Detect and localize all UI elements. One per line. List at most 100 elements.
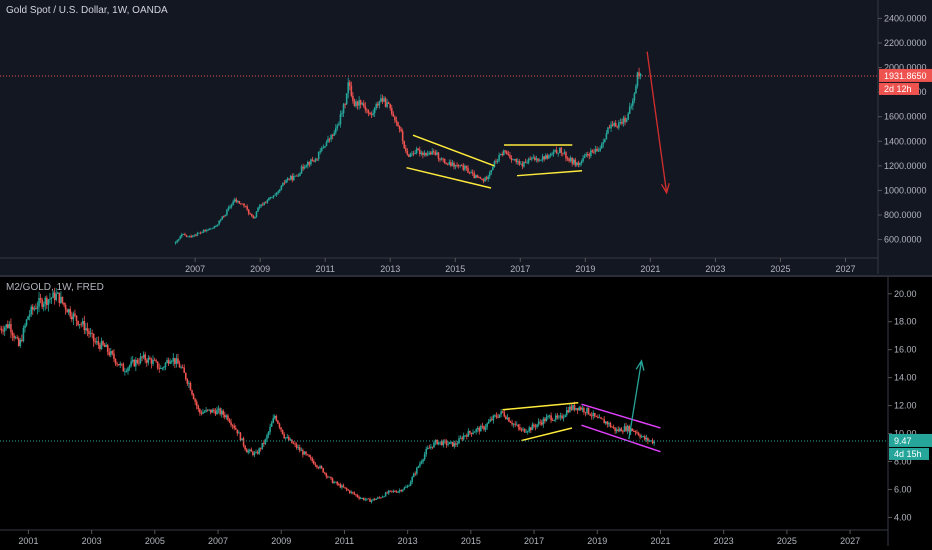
candle-body [506, 151, 508, 155]
candle-body [33, 308, 36, 310]
candle-body [160, 367, 162, 369]
candle-body [520, 163, 522, 165]
candle-body [238, 432, 240, 434]
candle-body [643, 436, 646, 440]
candle-body [563, 152, 566, 154]
candle-body [91, 333, 93, 334]
candle-body [474, 175, 477, 179]
candle-body [185, 235, 188, 237]
candle-body [478, 427, 481, 432]
candle-body [196, 233, 199, 236]
candle-body [306, 454, 309, 455]
candle-body [560, 147, 563, 153]
panel-divider[interactable] [0, 275, 932, 277]
candle-body [320, 466, 323, 469]
candle-body [147, 357, 150, 363]
candle-body [484, 177, 486, 182]
candle-body [532, 157, 535, 159]
candle-body [559, 415, 562, 417]
candle-body [102, 341, 104, 345]
candle-body [238, 201, 241, 204]
candle-body [69, 309, 72, 317]
gold-chart-panel[interactable]: 600.0000 800.0000 1000.0000 1200.0000 1400.0… [0, 0, 932, 275]
candle-body [201, 232, 203, 234]
candle-body [283, 182, 286, 184]
candle-body [586, 154, 589, 155]
trendline-upper [412, 134, 495, 167]
candle-body [261, 204, 264, 206]
x-tick-label: 2007 [208, 536, 228, 546]
candle-body [328, 138, 331, 140]
candle-body [408, 485, 410, 487]
candle-body [174, 242, 177, 244]
trendline-upper [502, 402, 579, 411]
candle-body [61, 296, 64, 303]
candle-body [233, 425, 235, 429]
y-tick-label: 1400.0000 [884, 136, 927, 146]
candle-body [203, 411, 206, 413]
candle-body [417, 466, 420, 468]
candle-body [457, 165, 460, 167]
candle-body [417, 148, 420, 150]
candle-body [512, 159, 514, 161]
candle-body [594, 149, 597, 153]
candle-body [241, 203, 244, 205]
candle-body [392, 113, 395, 117]
candle-body [281, 429, 284, 435]
candle-body [526, 431, 529, 432]
candle-body [595, 416, 598, 417]
candle-body [617, 429, 620, 431]
candle-body [184, 372, 187, 380]
candle-body [120, 363, 123, 365]
candle-body [619, 428, 621, 431]
up-arrow-shaft [628, 360, 643, 440]
candle-body [467, 430, 470, 437]
candle-body [637, 432, 640, 436]
candle-body [328, 476, 331, 478]
candle-body [462, 435, 465, 440]
candle-body [524, 161, 527, 163]
candle-body [392, 490, 395, 492]
y-tick-label: 800.0000 [884, 210, 922, 220]
candle-body [515, 424, 518, 426]
candle-body [253, 452, 256, 455]
x-tick-label: 2013 [398, 536, 418, 546]
candle-body [255, 452, 257, 453]
candle-body [232, 201, 234, 206]
candle-body [534, 157, 536, 160]
candle-body [551, 420, 554, 421]
candle-body [95, 341, 98, 343]
candle-body [223, 216, 225, 218]
candle-body [400, 129, 402, 132]
m2-gold-chart-svg[interactable]: 4.00 6.00 8.00 10.00 12.00 14.00 16.00 18.00 20.… [0, 277, 932, 550]
candle-body [114, 359, 117, 364]
candle-body [549, 154, 552, 156]
candle-body [551, 154, 553, 155]
candle-body [511, 422, 513, 425]
candle-body [30, 306, 33, 315]
candle-body [628, 106, 631, 114]
candle-body [47, 299, 50, 306]
candle-body [411, 153, 413, 155]
candle-body [337, 484, 340, 486]
candle-body [572, 159, 575, 164]
candle-body [226, 209, 228, 215]
candle-body [586, 407, 588, 413]
gold-chart-svg[interactable]: 600.0000 800.0000 1000.0000 1200.0000 1400.0… [0, 0, 932, 275]
candle-body [285, 179, 287, 183]
up-arrow-head [635, 359, 645, 371]
m2-gold-chart-panel[interactable]: 4.00 6.00 8.00 10.00 12.00 14.00 16.00 18.00 20.… [0, 277, 932, 550]
candle-body [347, 82, 350, 94]
candle-body [74, 313, 76, 316]
candle-body [636, 432, 638, 434]
candle-body [227, 415, 229, 420]
candle-body [103, 344, 106, 348]
candle-body [22, 328, 25, 342]
candle-body [593, 151, 595, 153]
x-tick-label: 2009 [250, 264, 270, 274]
candle-body [610, 124, 612, 129]
candle-body [105, 344, 107, 348]
candle-body [207, 229, 210, 231]
candle-body [466, 435, 468, 437]
candle-body [242, 438, 245, 446]
